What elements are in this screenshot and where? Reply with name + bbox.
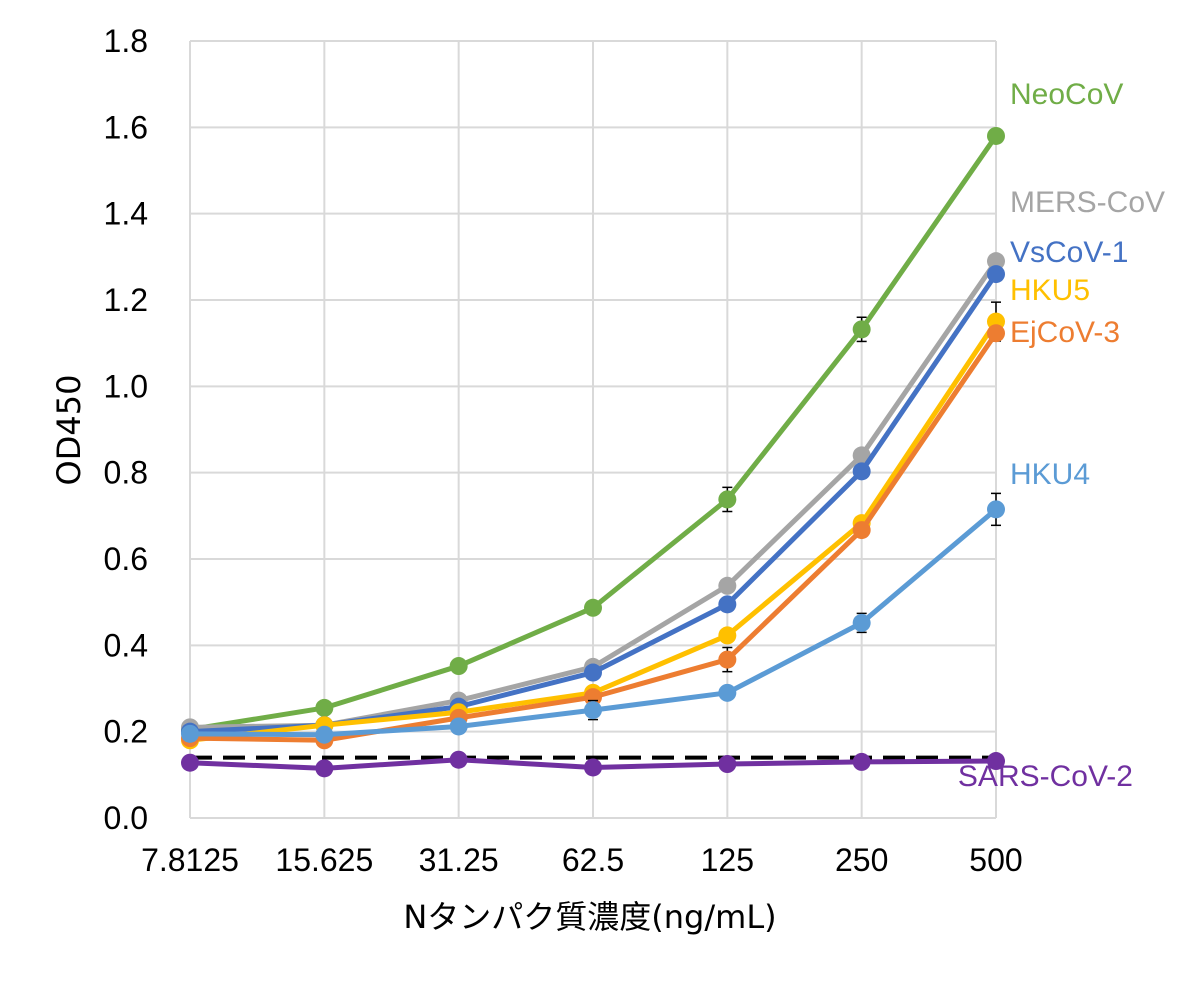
data-point-vscov-1 — [584, 663, 602, 682]
x-axis-title: Nタンパク質濃度(ng/mL) — [403, 898, 776, 936]
x-tick-label: 7.8125 — [141, 842, 239, 878]
data-point-hku4 — [987, 500, 1005, 519]
y-axis-title: OD450 — [50, 375, 88, 486]
data-point-mers-cov — [718, 576, 737, 595]
y-tick-label: 0.6 — [104, 541, 148, 577]
series-label-hku5: HKU5 — [1010, 274, 1090, 307]
data-point-neocov — [852, 320, 871, 339]
series-label-ejcov-3: EjCoV-3 — [1010, 316, 1120, 349]
x-tick-label: 250 — [835, 842, 888, 878]
series-neocov — [181, 126, 1005, 739]
x-axis-ticks: 7.8125 15.625 31.25 62.5 125 250 500 — [141, 842, 1023, 878]
series-label-vscov-1: VsCoV-1 — [1010, 236, 1128, 269]
series-labels: NeoCoV MERS-CoV VsCoV-1 HKU5 EjCoV-3 HKU4 SARS… — [958, 78, 1165, 793]
x-tick-label: 62.5 — [562, 842, 624, 878]
data-point-neocov — [718, 490, 737, 509]
series-lines — [181, 126, 1005, 778]
data-point-hku4 — [584, 701, 602, 720]
y-tick-label: 1.2 — [104, 282, 148, 318]
x-tick-label: 31.25 — [419, 842, 499, 878]
series-label-hku4: HKU4 — [1010, 458, 1090, 491]
y-tick-label: 1.4 — [104, 196, 148, 232]
y-axis-ticks: 0.0 0.2 0.4 0.6 0.8 1.0 1.2 1.4 1.6 1.8 — [104, 23, 148, 836]
data-point-vscov-1 — [718, 595, 737, 614]
series-label-mers-cov: MERS-CoV — [1010, 186, 1165, 219]
data-point-mers-cov — [987, 252, 1005, 271]
y-tick-label: 0.8 — [104, 455, 148, 491]
data-point-hku5 — [718, 626, 737, 645]
data-point-ejcov-3 — [852, 521, 871, 540]
y-tick-label: 0.4 — [104, 627, 148, 663]
data-point-neocov — [315, 698, 334, 717]
data-point-ejcov-3 — [987, 324, 1005, 343]
data-point-hku4 — [181, 724, 199, 743]
data-point-hku4 — [852, 613, 871, 632]
data-point-sars-cov-2 — [449, 750, 468, 769]
data-point-neocov — [987, 126, 1005, 145]
y-tick-label: 0.2 — [104, 714, 148, 750]
data-point-hku4 — [315, 725, 334, 744]
data-point-sars-cov-2 — [181, 753, 199, 772]
data-point-ejcov-3 — [718, 650, 737, 669]
data-point-sars-cov-2 — [852, 752, 871, 771]
data-point-sars-cov-2 — [584, 758, 602, 777]
y-tick-label: 1.6 — [104, 109, 148, 145]
data-point-ejcov-3 — [584, 688, 602, 707]
series-label-sars-cov-2: SARS-CoV-2 — [958, 760, 1133, 793]
series-label-neocov: NeoCoV — [1010, 78, 1123, 111]
series-hku4 — [181, 492, 1005, 744]
data-point-neocov — [449, 657, 468, 676]
y-tick-label: 1.0 — [104, 368, 148, 404]
data-point-sars-cov-2 — [315, 759, 334, 778]
data-point-vscov-1 — [987, 265, 1005, 284]
data-point-neocov — [584, 598, 602, 617]
data-point-sars-cov-2 — [987, 752, 1005, 771]
x-tick-label: 125 — [701, 842, 754, 878]
series-sars-cov-2 — [181, 750, 1005, 778]
data-point-hku4 — [449, 717, 468, 736]
x-tick-label: 15.625 — [275, 842, 373, 878]
data-point-sars-cov-2 — [718, 755, 737, 774]
data-point-vscov-1 — [852, 462, 871, 481]
y-tick-label: 1.8 — [104, 23, 148, 59]
y-tick-label: 0.0 — [104, 800, 148, 836]
data-point-hku4 — [718, 683, 737, 702]
data-point-mers-cov — [852, 446, 871, 465]
x-tick-label: 500 — [969, 842, 1022, 878]
